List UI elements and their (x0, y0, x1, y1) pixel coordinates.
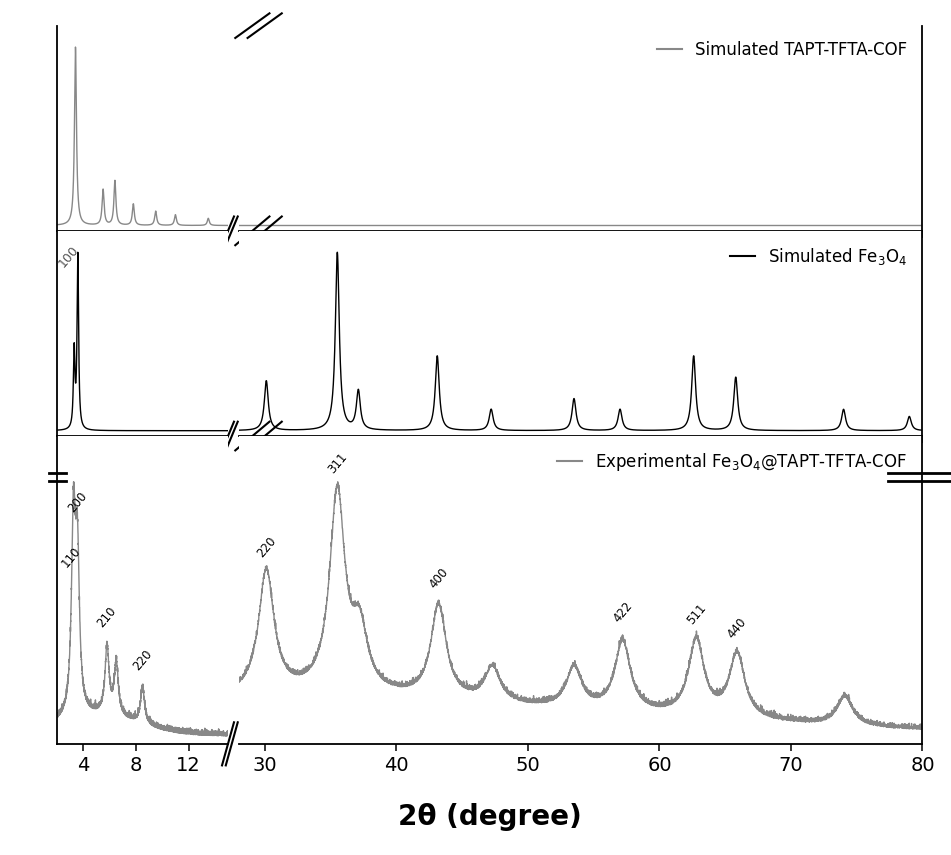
Legend: Simulated TAPT-TFTA-COF: Simulated TAPT-TFTA-COF (650, 34, 914, 65)
Text: 200: 200 (66, 489, 90, 515)
Text: 100: 100 (56, 244, 82, 270)
Text: 400: 400 (426, 566, 451, 591)
Text: 220: 220 (254, 534, 279, 559)
Legend: Simulated Fe$_3$O$_4$: Simulated Fe$_3$O$_4$ (724, 239, 914, 274)
Text: 311: 311 (325, 451, 349, 476)
Text: 440: 440 (725, 616, 749, 641)
Text: 422: 422 (611, 599, 635, 625)
Text: 110: 110 (59, 545, 84, 570)
Text: 210: 210 (95, 605, 119, 630)
Text: 2θ (degree): 2θ (degree) (398, 803, 582, 830)
Legend: Experimental Fe$_3$O$_4$@TAPT-TFTA-COF: Experimental Fe$_3$O$_4$@TAPT-TFTA-COF (551, 445, 914, 480)
Text: 220: 220 (130, 647, 155, 673)
Text: 511: 511 (684, 601, 708, 627)
